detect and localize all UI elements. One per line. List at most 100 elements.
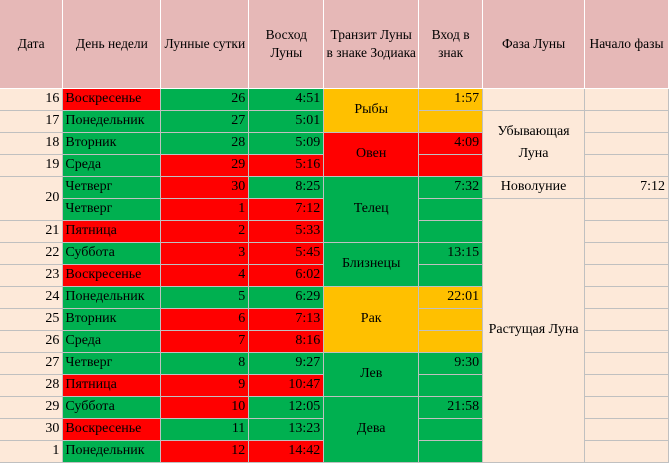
phase-start-cell[interactable] xyxy=(584,110,669,133)
entry-cell-virgo[interactable]: 21:58 xyxy=(418,396,484,419)
moonrise-cell[interactable]: 9:27 xyxy=(248,352,325,375)
entry-cell[interactable] xyxy=(418,418,484,441)
lunar-day-cell[interactable]: 28 xyxy=(160,132,250,155)
header-phase[interactable]: Фаза Луны xyxy=(482,0,586,89)
header-transit[interactable]: Транзит Луны в знаке Зодиака xyxy=(323,0,420,89)
moonrise-cell[interactable]: 5:33 xyxy=(248,220,325,243)
phase-start-cell[interactable] xyxy=(584,308,669,331)
lunar-day-cell[interactable]: 11 xyxy=(160,418,250,441)
phase-start-cell[interactable] xyxy=(584,198,669,221)
entry-cell[interactable] xyxy=(418,264,484,287)
weekday-cell[interactable]: Понедельник xyxy=(62,110,162,133)
weekday-cell[interactable]: Понедельник xyxy=(62,440,162,463)
date-cell[interactable]: 29 xyxy=(0,396,64,419)
weekday-cell[interactable]: Вторник xyxy=(62,308,162,331)
phase-cell-empty[interactable] xyxy=(482,88,586,111)
lunar-day-cell[interactable]: 26 xyxy=(160,88,250,111)
lunar-day-cell[interactable]: 4 xyxy=(160,264,250,287)
sign-cell-cancer[interactable]: Рак xyxy=(323,286,420,353)
weekday-cell[interactable]: Среда xyxy=(62,330,162,353)
entry-cell[interactable] xyxy=(418,110,484,133)
entry-cell-cancer[interactable]: 22:01 xyxy=(418,286,484,309)
weekday-cell[interactable]: Пятница xyxy=(62,374,162,397)
lunar-day-cell[interactable]: 30 xyxy=(160,176,250,199)
phase-start-cell[interactable] xyxy=(584,286,669,309)
weekday-cell[interactable]: Четверг xyxy=(62,352,162,375)
entry-cell-gemini[interactable]: 13:15 xyxy=(418,242,484,265)
weekday-cell[interactable]: Воскресенье xyxy=(62,88,162,111)
weekday-cell[interactable]: Четверг xyxy=(62,176,162,199)
entry-cell[interactable] xyxy=(418,374,484,397)
header-moonrise[interactable]: Восход Луны xyxy=(248,0,325,89)
moonrise-cell[interactable]: 6:02 xyxy=(248,264,325,287)
phase-start-cell[interactable] xyxy=(584,154,669,177)
phase-start-cell[interactable] xyxy=(584,242,669,265)
sign-cell-pisces[interactable]: Рыбы xyxy=(323,88,420,133)
date-cell[interactable]: 24 xyxy=(0,286,64,309)
date-cell[interactable]: 17 xyxy=(0,110,64,133)
entry-cell[interactable] xyxy=(418,440,484,463)
moonrise-cell[interactable]: 12:05 xyxy=(248,396,325,419)
lunar-day-cell[interactable]: 2 xyxy=(160,220,250,243)
header-date[interactable]: Дата xyxy=(0,0,64,89)
weekday-cell[interactable]: Четверг xyxy=(62,198,162,221)
lunar-day-cell[interactable]: 6 xyxy=(160,308,250,331)
moonrise-cell[interactable]: 14:42 xyxy=(248,440,325,463)
moonrise-cell[interactable]: 8:16 xyxy=(248,330,325,353)
phase-start-cell[interactable] xyxy=(584,418,669,441)
date-cell[interactable]: 1 xyxy=(0,440,64,463)
phase-start-cell[interactable] xyxy=(584,396,669,419)
phase-start-cell[interactable] xyxy=(584,264,669,287)
header-weekday[interactable]: День недели xyxy=(62,0,162,89)
entry-cell[interactable] xyxy=(418,154,484,177)
entry-cell[interactable] xyxy=(418,330,484,353)
entry-cell-taurus[interactable]: 7:32 xyxy=(418,176,484,199)
date-cell[interactable]: 26 xyxy=(0,330,64,353)
weekday-cell[interactable]: Суббота xyxy=(62,242,162,265)
weekday-cell[interactable]: Понедельник xyxy=(62,286,162,309)
sign-cell-taurus[interactable]: Телец xyxy=(323,176,420,243)
phase-start-cell[interactable] xyxy=(584,220,669,243)
moonrise-cell[interactable]: 4:51 xyxy=(248,88,325,111)
sign-cell-leo[interactable]: Лев xyxy=(323,352,420,397)
moonrise-cell[interactable]: 5:09 xyxy=(248,132,325,155)
date-cell[interactable]: 30 xyxy=(0,418,64,441)
phase-start-cell[interactable] xyxy=(584,330,669,353)
moonrise-cell[interactable]: 7:12 xyxy=(248,198,325,221)
date-cell[interactable]: 16 xyxy=(0,88,64,111)
date-cell[interactable]: 18 xyxy=(0,132,64,155)
moonrise-cell[interactable]: 8:25 xyxy=(248,176,325,199)
lunar-day-cell[interactable]: 10 xyxy=(160,396,250,419)
date-cell[interactable]: 21 xyxy=(0,220,64,243)
moonrise-cell[interactable]: 7:13 xyxy=(248,308,325,331)
sign-cell-aries[interactable]: Овен xyxy=(323,132,420,177)
weekday-cell[interactable]: Среда xyxy=(62,154,162,177)
entry-cell-leo[interactable]: 9:30 xyxy=(418,352,484,375)
date-cell[interactable]: 27 xyxy=(0,352,64,375)
date-cell-merged[interactable]: 20 xyxy=(0,176,64,221)
entry-cell[interactable] xyxy=(418,308,484,331)
moonrise-cell[interactable]: 13:23 xyxy=(248,418,325,441)
weekday-cell[interactable]: Воскресенье xyxy=(62,264,162,287)
moonrise-cell[interactable]: 5:45 xyxy=(248,242,325,265)
lunar-day-cell[interactable]: 3 xyxy=(160,242,250,265)
phase-start-cell[interactable] xyxy=(584,132,669,155)
entry-cell[interactable] xyxy=(418,198,484,221)
phase-start-cell[interactable] xyxy=(584,440,669,463)
moonrise-cell[interactable]: 5:01 xyxy=(248,110,325,133)
phase-start-cell[interactable] xyxy=(584,374,669,397)
date-cell[interactable]: 19 xyxy=(0,154,64,177)
header-lunar-day[interactable]: Лунные сутки xyxy=(160,0,250,89)
lunar-day-cell[interactable]: 7 xyxy=(160,330,250,353)
date-cell[interactable]: 22 xyxy=(0,242,64,265)
moonrise-cell[interactable]: 10:47 xyxy=(248,374,325,397)
header-phase-start[interactable]: Начало фазы xyxy=(584,0,669,89)
header-entry[interactable]: Вход в знак xyxy=(418,0,484,89)
weekday-cell[interactable]: Воскресенье xyxy=(62,418,162,441)
phase-new-moon-start[interactable]: 7:12 xyxy=(584,176,669,199)
weekday-cell[interactable]: Суббота xyxy=(62,396,162,419)
moonrise-cell[interactable]: 5:16 xyxy=(248,154,325,177)
phase-start-cell[interactable] xyxy=(584,352,669,375)
entry-cell-pisces[interactable]: 1:57 xyxy=(418,88,484,111)
sign-cell-gemini[interactable]: Близнецы xyxy=(323,242,420,287)
